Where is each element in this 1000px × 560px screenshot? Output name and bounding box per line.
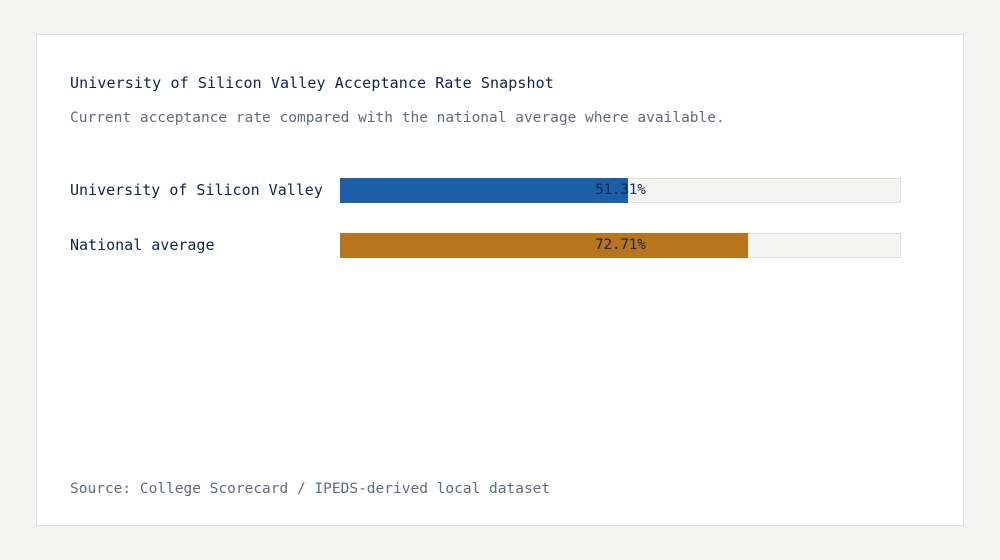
bar-label: National average bbox=[70, 236, 215, 254]
bar bbox=[340, 233, 748, 258]
bar bbox=[340, 178, 628, 203]
bar-value-label: 72.71% bbox=[595, 237, 646, 253]
chart-source: Source: College Scorecard / IPEDS-derive… bbox=[70, 481, 551, 497]
bar-label: University of Silicon Valley bbox=[70, 181, 323, 199]
chart-subtitle: Current acceptance rate compared with th… bbox=[70, 110, 725, 126]
bar-value-label: 51.31% bbox=[595, 182, 646, 198]
bar-track: 72.71% bbox=[340, 233, 901, 258]
chart-title: University of Silicon Valley Acceptance … bbox=[70, 74, 554, 92]
chart-card: University of Silicon Valley Acceptance … bbox=[36, 34, 964, 526]
bar-track: 51.31% bbox=[340, 178, 901, 203]
